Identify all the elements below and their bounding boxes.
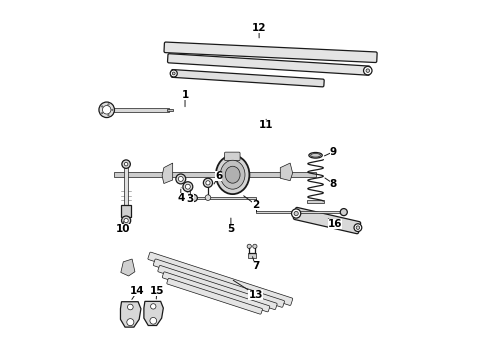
Circle shape bbox=[292, 209, 301, 218]
FancyBboxPatch shape bbox=[148, 252, 293, 305]
Circle shape bbox=[99, 102, 115, 118]
Text: 10: 10 bbox=[116, 224, 130, 234]
Ellipse shape bbox=[220, 160, 245, 189]
Circle shape bbox=[170, 70, 177, 77]
Text: 1: 1 bbox=[181, 90, 189, 100]
Ellipse shape bbox=[225, 166, 240, 183]
Text: 5: 5 bbox=[227, 224, 235, 234]
Ellipse shape bbox=[216, 155, 249, 194]
Circle shape bbox=[354, 224, 362, 231]
FancyBboxPatch shape bbox=[162, 272, 270, 312]
Bar bbox=[307, 200, 324, 203]
Text: 7: 7 bbox=[252, 261, 259, 271]
Circle shape bbox=[122, 216, 131, 225]
Circle shape bbox=[102, 105, 111, 114]
Bar bbox=[121, 205, 131, 217]
Text: 12: 12 bbox=[252, 23, 267, 33]
Circle shape bbox=[172, 72, 175, 75]
Text: 11: 11 bbox=[259, 120, 273, 130]
FancyBboxPatch shape bbox=[167, 278, 263, 314]
Text: 8: 8 bbox=[330, 179, 337, 189]
Text: 15: 15 bbox=[149, 286, 164, 296]
Circle shape bbox=[206, 181, 210, 185]
Polygon shape bbox=[280, 163, 293, 181]
Circle shape bbox=[340, 208, 347, 216]
Circle shape bbox=[203, 178, 213, 188]
Circle shape bbox=[122, 160, 130, 168]
Circle shape bbox=[112, 109, 113, 111]
FancyBboxPatch shape bbox=[171, 69, 324, 87]
Polygon shape bbox=[162, 163, 172, 184]
FancyBboxPatch shape bbox=[158, 265, 277, 310]
Circle shape bbox=[294, 211, 298, 216]
Polygon shape bbox=[194, 197, 344, 213]
Circle shape bbox=[364, 66, 372, 75]
Circle shape bbox=[185, 184, 190, 189]
Bar bbox=[248, 172, 316, 177]
Circle shape bbox=[183, 182, 193, 192]
Text: 3: 3 bbox=[187, 194, 194, 204]
Circle shape bbox=[127, 319, 134, 326]
Bar bbox=[115, 172, 217, 177]
Circle shape bbox=[101, 106, 103, 107]
Text: 6: 6 bbox=[215, 171, 222, 181]
Circle shape bbox=[190, 194, 197, 202]
FancyBboxPatch shape bbox=[294, 207, 361, 234]
Ellipse shape bbox=[311, 154, 320, 157]
Bar bbox=[124, 164, 128, 205]
Circle shape bbox=[205, 195, 211, 201]
Circle shape bbox=[124, 219, 128, 223]
Polygon shape bbox=[121, 302, 141, 327]
FancyBboxPatch shape bbox=[168, 54, 370, 75]
Text: 2: 2 bbox=[252, 200, 259, 210]
Text: 9: 9 bbox=[330, 147, 337, 157]
Bar bbox=[248, 253, 256, 258]
Circle shape bbox=[108, 114, 109, 116]
Circle shape bbox=[366, 69, 369, 72]
Circle shape bbox=[108, 104, 109, 105]
Bar bbox=[167, 109, 173, 111]
FancyBboxPatch shape bbox=[153, 259, 285, 307]
Bar bbox=[107, 108, 169, 112]
Text: 14: 14 bbox=[130, 286, 145, 296]
Text: 16: 16 bbox=[328, 219, 342, 229]
Ellipse shape bbox=[309, 153, 322, 158]
Circle shape bbox=[150, 318, 157, 324]
FancyBboxPatch shape bbox=[224, 152, 240, 161]
FancyBboxPatch shape bbox=[164, 42, 377, 63]
Circle shape bbox=[356, 226, 360, 229]
Circle shape bbox=[101, 112, 103, 114]
Circle shape bbox=[127, 304, 133, 310]
Text: 4: 4 bbox=[177, 193, 184, 203]
Circle shape bbox=[124, 162, 128, 166]
Circle shape bbox=[150, 304, 156, 309]
Polygon shape bbox=[144, 301, 163, 325]
Circle shape bbox=[178, 176, 183, 181]
Circle shape bbox=[253, 244, 257, 248]
Circle shape bbox=[176, 174, 186, 184]
Circle shape bbox=[247, 244, 251, 248]
Polygon shape bbox=[121, 259, 135, 276]
Text: 13: 13 bbox=[248, 290, 263, 300]
